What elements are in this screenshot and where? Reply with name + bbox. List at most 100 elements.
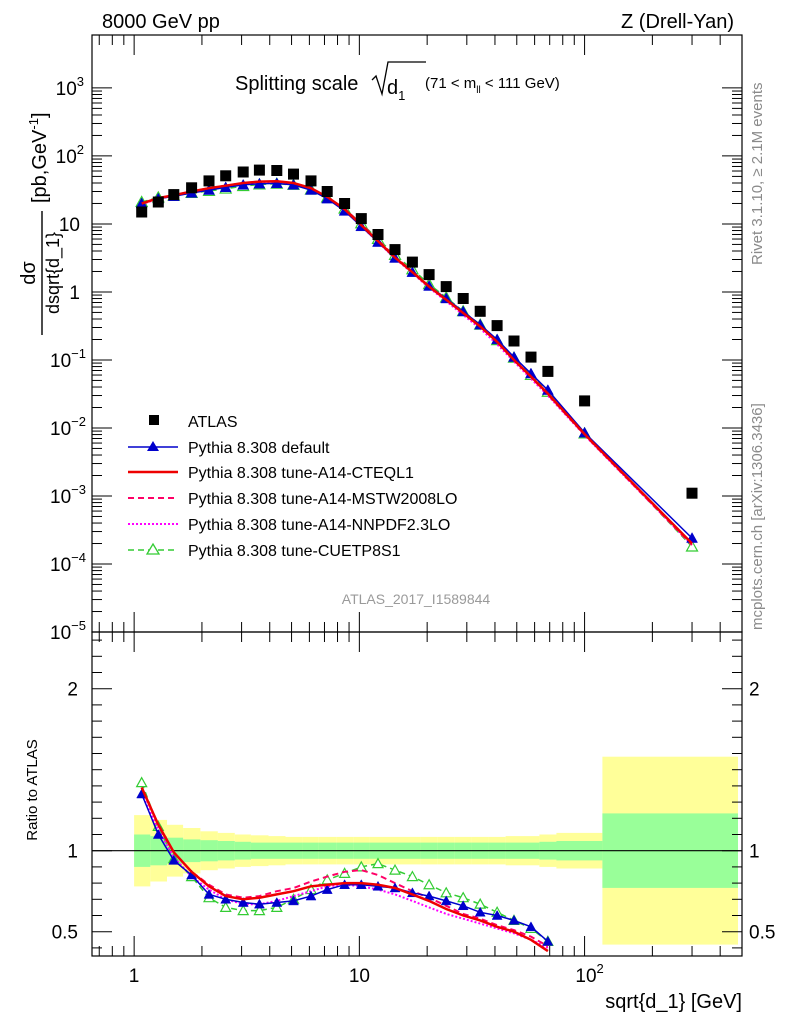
main-marker-atlas-2 — [168, 189, 180, 201]
ratio-marker-pythia-8-308-tune-cuetp8s1-13 — [355, 860, 368, 872]
svg-text:d1: d1 — [387, 77, 405, 103]
main-marker-atlas-21 — [491, 320, 503, 332]
main-marker-atlas-0 — [136, 206, 148, 218]
main-ytick-label-base: 10 — [56, 147, 77, 168]
ratio-marker-pythia-8-308-tune-cuetp8s1-8 — [270, 901, 283, 913]
main-ytick-label-exp: 3 — [77, 74, 84, 89]
main-ytick-label: 10−1 — [50, 346, 86, 372]
ratio-marker-pythia-8-308-default-1 — [152, 828, 164, 839]
main-marker-atlas-12 — [339, 198, 351, 209]
ratio-xtick-label-base: 1 — [129, 966, 140, 987]
main-ytick-label: 103 — [56, 74, 84, 100]
ratio-marker-pythia-8-308-default-6 — [237, 897, 249, 907]
main-marker-atlas-3 — [186, 182, 198, 194]
ratio-line-pythia-8-308-tune-a14-cteql1 — [140, 786, 549, 953]
main-marker-atlas-13 — [355, 213, 367, 225]
ratio-xtick-label: 102 — [575, 961, 603, 987]
main-marker-atlas-19 — [457, 293, 469, 304]
main-marker-atlas-4 — [203, 175, 215, 187]
main-ytick-label-base: 10 — [50, 623, 71, 644]
main-marker-atlas-25 — [579, 395, 591, 407]
legend-item-cuetp8s1: Pythia 8.308 tune-CUETP8S1 — [128, 542, 401, 560]
ratio-marker-pythia-8-308-tune-cuetp8s1-15 — [389, 863, 402, 875]
rivet-version-label: Rivet 3.1.10, ≥ 2.1M events — [749, 83, 766, 266]
legend-label-cteql1: Pythia 8.308 tune-A14-CTEQL1 — [188, 465, 414, 482]
main-marker-atlas-17 — [423, 269, 435, 281]
ratio-xlabel: sqrt{d_1} [GeV] — [605, 991, 742, 1013]
ratio-ylabel: Ratio to ATLAS — [24, 739, 41, 840]
main-ytick-label-exp: −4 — [71, 550, 86, 565]
ratio-marker-pythia-8-308-default-20 — [474, 906, 486, 917]
main-marker-atlas-22 — [508, 335, 520, 347]
legend-item-mstw2008lo: Pythia 8.308 tune-A14-MSTW2008LO — [128, 491, 457, 508]
ratio-marker-pythia-8-308-default-4 — [203, 888, 215, 899]
main-ytick-label-exp: −1 — [71, 346, 86, 361]
main-marker-atlas-6 — [237, 166, 249, 178]
main-marker-pythia-8-308-default-8 — [270, 177, 283, 189]
title-range-a: (71 < m — [425, 75, 476, 92]
main-ytick-label: 10−5 — [50, 618, 86, 644]
ratio-marker-pythia-8-308-default-11 — [321, 884, 333, 894]
title-symbol: d — [387, 77, 398, 99]
main-marker-atlas-14 — [372, 229, 384, 240]
main-marker-atlas-10 — [305, 175, 317, 187]
main-ylabel: dσ dsqrt{d_1} [pb,GeV-1] — [18, 112, 64, 335]
main-line-pythia-8-308-tune-a14-cteql1 — [141, 179, 693, 545]
ratio-marker-pythia-8-308-default-18 — [440, 895, 452, 906]
main-marker-atlas-9 — [288, 168, 299, 180]
ratio-marker-pythia-8-308-default-9 — [288, 895, 299, 906]
ratio-marker-pythia-8-308-tune-cuetp8s1-16 — [406, 870, 419, 882]
main-line-pythia-8-308-default — [141, 182, 693, 539]
ratio-data-layer — [92, 776, 742, 953]
ratio-panel: 0.5 0.51 12 21 10 102 Ratio to ATLAS sqrt{d_1… — [24, 631, 775, 1013]
ratio-frame — [91, 631, 743, 957]
main-ytick-label: 10−3 — [50, 482, 86, 508]
legend-marker-default — [147, 441, 159, 451]
main-ytick-label-exp: 2 — [77, 142, 84, 157]
main-marker-atlas-5 — [220, 170, 232, 182]
main-marker-atlas-8 — [271, 165, 283, 176]
main-ytick-label: 102 — [56, 142, 84, 168]
main-ytick-label-base: 10 — [50, 351, 71, 372]
main-ytick-label: 10−4 — [50, 550, 86, 576]
ratio-xtick-label-base: 10 — [349, 966, 370, 987]
main-marker-pythia-8-308-tune-cuetp8s1-26 — [685, 539, 699, 552]
legend-marker-cuetp8s1 — [145, 542, 161, 555]
ratio-marker-pythia-8-308-default-7 — [254, 898, 265, 909]
ratio-marker-pythia-8-308-default-23 — [525, 921, 537, 932]
ratio-marker-pythia-8-308-default-8 — [271, 897, 283, 907]
ratio-xtick-label: 1 — [129, 966, 140, 987]
header-right: Z (Drell-Yan) — [621, 11, 734, 33]
main-ytick-label-exp: −2 — [71, 414, 86, 429]
main-ytick-label-base: 10 — [59, 215, 80, 236]
header-left: 8000 GeV pp — [102, 11, 220, 33]
main-ytick-label: 10−2 — [50, 414, 86, 440]
ratio-marker-pythia-8-308-tune-cuetp8s1-5 — [219, 901, 232, 913]
main-ytick-label-base: 10 — [50, 555, 71, 576]
analysis-label: ATLAS_2017_I1589844 — [342, 591, 491, 607]
ylabel-unit: [pb,GeV — [29, 129, 51, 203]
ratio-ytick-label-left: 2 — [67, 680, 78, 701]
ylabel-denominator: dsqrt{d_1} — [43, 232, 64, 314]
ratio-marker-pythia-8-308-tune-cuetp8s1-0 — [135, 776, 148, 788]
plot-title: Splitting scale d1 (71 < mll < 111 GeV) — [235, 61, 560, 103]
ratio-marker-pythia-8-308-tune-cuetp8s1-14 — [371, 857, 385, 869]
ratio-marker-pythia-8-308-default-24 — [542, 935, 554, 946]
legend-item-cteql1: Pythia 8.308 tune-A14-CTEQL1 — [128, 465, 414, 482]
legend-item-nnpdf23lo: Pythia 8.308 tune-A14-NNPDF2.3LO — [128, 517, 450, 534]
ratio-marker-pythia-8-308-tune-cuetp8s1-12 — [338, 867, 351, 878]
main-ytick-label-base: 10 — [50, 487, 71, 508]
mcplots-label: mcplots.cern.ch [arXiv:1306.3436] — [749, 403, 766, 630]
ratio-xtick-label-base: 10 — [575, 966, 596, 987]
ylabel-unit-close: ] — [29, 112, 51, 118]
main-ytick-label: 10 — [59, 215, 80, 236]
svg-text:Splitting scale: Splitting scale — [235, 73, 358, 95]
legend-label-cuetp8s1: Pythia 8.308 tune-CUETP8S1 — [188, 543, 401, 560]
legend-label-atlas: ATLAS — [188, 414, 238, 431]
title-range-b: < 111 GeV) — [481, 75, 560, 92]
title-range-sub: ll — [476, 85, 480, 96]
ratio-marker-pythia-8-308-tune-cuetp8s1-6 — [237, 904, 250, 916]
